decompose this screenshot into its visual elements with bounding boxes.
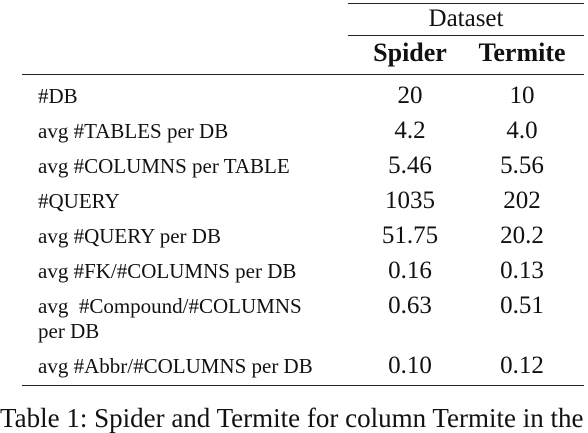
dataset-header: Dataset: [428, 5, 504, 32]
row-label-avg-abbr: avg #Abbr/#COLUMNS per DB: [38, 354, 313, 378]
cell-termite-avg-compound: 0.51: [500, 292, 544, 319]
row-label-avg-tables: avg #TABLES per DB: [38, 119, 229, 143]
dataset-underline-rule: [348, 35, 584, 36]
row-label-avg-compound-line1: avg #Compound/#COLUMNS: [38, 294, 302, 318]
cell-spider-avg-tables: 4.2: [394, 117, 426, 144]
cell-spider-avg-fk: 0.16: [388, 257, 432, 284]
cell-termite-avg-query: 20.2: [500, 222, 544, 249]
cell-termite-avg-columns: 5.56: [500, 152, 544, 179]
row-label-avg-compound-line2: per DB: [38, 319, 100, 343]
table-bottom-rule: [22, 385, 584, 386]
cell-spider-avg-query: 51.75: [381, 222, 439, 249]
cell-termite-query: 202: [503, 187, 541, 214]
cell-spider-avg-compound: 0.63: [388, 292, 432, 319]
cell-termite-avg-fk: 0.13: [500, 257, 544, 284]
cell-spider-avg-columns: 5.46: [388, 152, 432, 179]
row-label-query: #QUERY: [38, 189, 120, 213]
row-label-avg-fk: avg #FK/#COLUMNS per DB: [38, 259, 297, 283]
row-label-avg-columns: avg #COLUMNS per TABLE: [38, 154, 290, 178]
column-header-termite: Termite: [478, 38, 566, 67]
top-rule-dataset: [348, 3, 584, 4]
column-header-spider: Spider: [373, 38, 447, 67]
cell-spider-query: 1035: [385, 187, 435, 214]
cell-spider-db: 20: [397, 82, 423, 109]
cell-spider-avg-abbr: 0.10: [388, 352, 432, 379]
header-bottom-rule: [22, 74, 584, 75]
cell-termite-db: 10: [509, 82, 535, 109]
cell-termite-avg-tables: 4.0: [506, 117, 538, 144]
row-label-db: #DB: [38, 84, 78, 108]
row-label-avg-query: avg #QUERY per DB: [38, 224, 221, 248]
cell-termite-avg-abbr: 0.12: [500, 352, 544, 379]
table-caption: Table 1: Spider and Termite for column T…: [0, 403, 584, 433]
